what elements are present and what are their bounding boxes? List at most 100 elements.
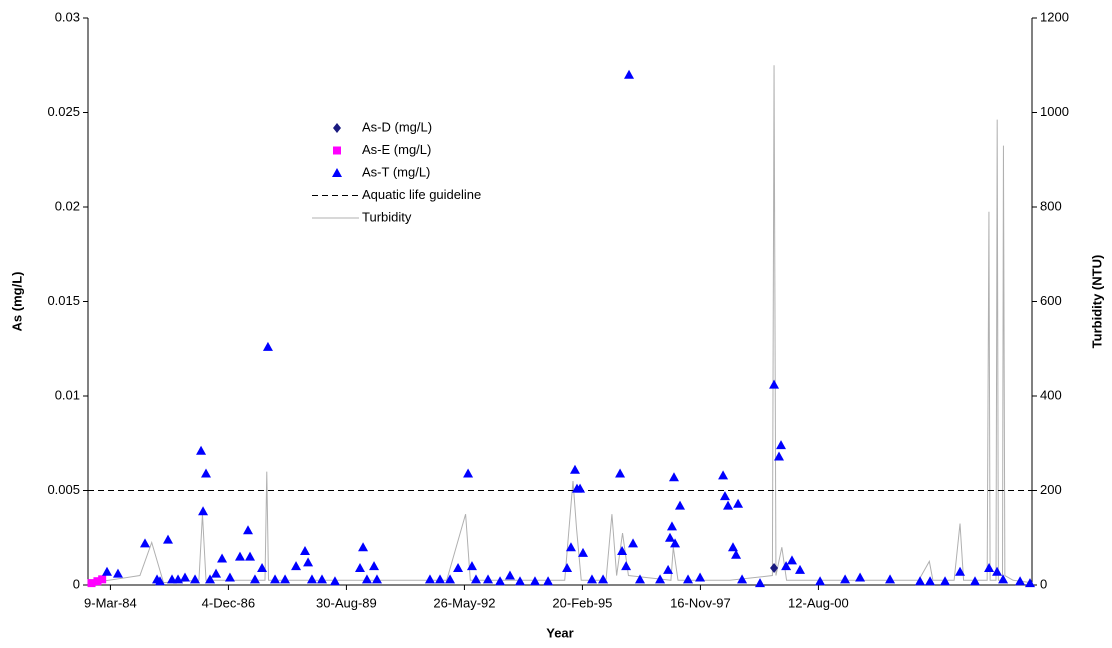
triangle-marker xyxy=(354,562,365,572)
triangle-marker xyxy=(786,555,797,565)
triangle-marker xyxy=(434,574,445,584)
y-tick-label: 0.025 xyxy=(47,104,80,119)
legend-key xyxy=(333,146,341,155)
triangle-marker xyxy=(316,574,327,584)
triangle-marker xyxy=(885,574,896,584)
y-tick-label: 0 xyxy=(73,576,80,591)
triangle-marker xyxy=(205,574,216,584)
triangle-marker xyxy=(815,576,826,586)
triangle-marker xyxy=(769,379,780,389)
triangle-marker xyxy=(598,574,609,584)
triangle-marker xyxy=(774,451,785,461)
y2-tick-label: 0 xyxy=(1040,576,1047,591)
triangle-marker xyxy=(154,576,165,586)
square-marker xyxy=(98,575,107,584)
triangle-marker xyxy=(855,572,866,582)
triangle-marker xyxy=(615,468,626,478)
triangle-marker xyxy=(234,551,245,561)
triangle-marker xyxy=(371,574,382,584)
triangle-marker xyxy=(243,525,254,535)
triangle-marker xyxy=(424,574,435,584)
triangle-marker xyxy=(628,538,639,548)
x-tick-label: 9-Mar-84 xyxy=(84,595,137,610)
triangle-marker xyxy=(992,566,1003,576)
y2-tick-label: 200 xyxy=(1040,482,1062,497)
y-tick-label: 0.005 xyxy=(47,482,80,497)
triangle-marker xyxy=(562,562,573,572)
triangle-marker xyxy=(718,470,729,480)
triangle-marker xyxy=(445,574,456,584)
triangle-marker xyxy=(733,498,744,508)
triangle-marker xyxy=(575,483,586,493)
triangle-marker xyxy=(1015,576,1026,586)
y-axis-title: As (mg/L) xyxy=(9,272,24,332)
triangle-marker xyxy=(280,574,291,584)
y-tick-label: 0.01 xyxy=(55,387,80,402)
y2-tick-label: 800 xyxy=(1040,198,1062,213)
triangle-marker xyxy=(624,69,635,79)
triangle-marker xyxy=(291,561,302,571)
x-tick-label: 30-Aug-89 xyxy=(316,595,377,610)
x-tick-label: 4-Dec-86 xyxy=(202,595,255,610)
triangle-marker xyxy=(198,506,209,516)
triangle-marker xyxy=(731,549,742,559)
triangle-marker xyxy=(529,576,540,586)
triangle-marker xyxy=(840,574,851,584)
y-tick-label: 0.015 xyxy=(47,293,80,308)
triangle-marker xyxy=(466,561,477,571)
triangle-marker xyxy=(245,551,256,561)
x-tick-label: 20-Feb-95 xyxy=(552,595,612,610)
triangle-marker xyxy=(695,572,706,582)
triangle-marker xyxy=(727,542,738,552)
triangle-marker xyxy=(621,561,632,571)
triangle-marker xyxy=(257,562,268,572)
triangle-marker xyxy=(635,574,646,584)
y-tick-label: 0.03 xyxy=(55,9,80,24)
triangle-marker xyxy=(179,572,190,582)
triangle-marker xyxy=(470,574,481,584)
triangle-marker xyxy=(915,576,926,586)
triangle-marker xyxy=(211,568,222,578)
triangle-marker xyxy=(306,574,317,584)
x-tick-label: 16-Nov-97 xyxy=(670,595,731,610)
triangle-marker xyxy=(776,440,787,450)
triangle-marker xyxy=(664,532,675,542)
triangle-marker xyxy=(300,545,311,555)
triangle-marker xyxy=(303,557,314,567)
triangle-marker xyxy=(666,521,677,531)
triangle-marker xyxy=(453,562,464,572)
triangle-marker xyxy=(224,572,235,582)
y2-tick-label: 1000 xyxy=(1040,104,1069,119)
triangle-marker xyxy=(998,574,1009,584)
diamond-marker xyxy=(770,562,779,573)
triangle-marker xyxy=(723,500,734,510)
triangle-marker xyxy=(1024,578,1035,588)
legend-label: As-D (mg/L) xyxy=(362,119,432,134)
triangle-marker xyxy=(495,576,506,586)
y2-tick-label: 1200 xyxy=(1040,9,1069,24)
square-marker xyxy=(93,577,102,586)
triangle-marker xyxy=(578,547,589,557)
triangle-marker xyxy=(569,464,580,474)
triangle-marker xyxy=(361,574,372,584)
triangle-marker xyxy=(970,576,981,586)
triangle-marker xyxy=(683,574,694,584)
triangle-marker xyxy=(217,553,228,563)
triangle-marker xyxy=(369,561,380,571)
legend-label: Aquatic life guideline xyxy=(362,187,481,202)
triangle-marker xyxy=(249,574,260,584)
triangle-marker xyxy=(955,566,966,576)
triangle-marker xyxy=(755,578,766,588)
triangle-marker xyxy=(668,472,679,482)
triangle-marker xyxy=(670,538,681,548)
triangle-marker xyxy=(781,561,792,571)
y2-tick-label: 400 xyxy=(1040,387,1062,402)
triangle-marker xyxy=(737,574,748,584)
triangle-marker xyxy=(586,574,597,584)
triangle-marker xyxy=(655,574,666,584)
y2-tick-label: 600 xyxy=(1040,293,1062,308)
triangle-marker xyxy=(984,562,995,572)
triangle-marker xyxy=(112,568,123,578)
